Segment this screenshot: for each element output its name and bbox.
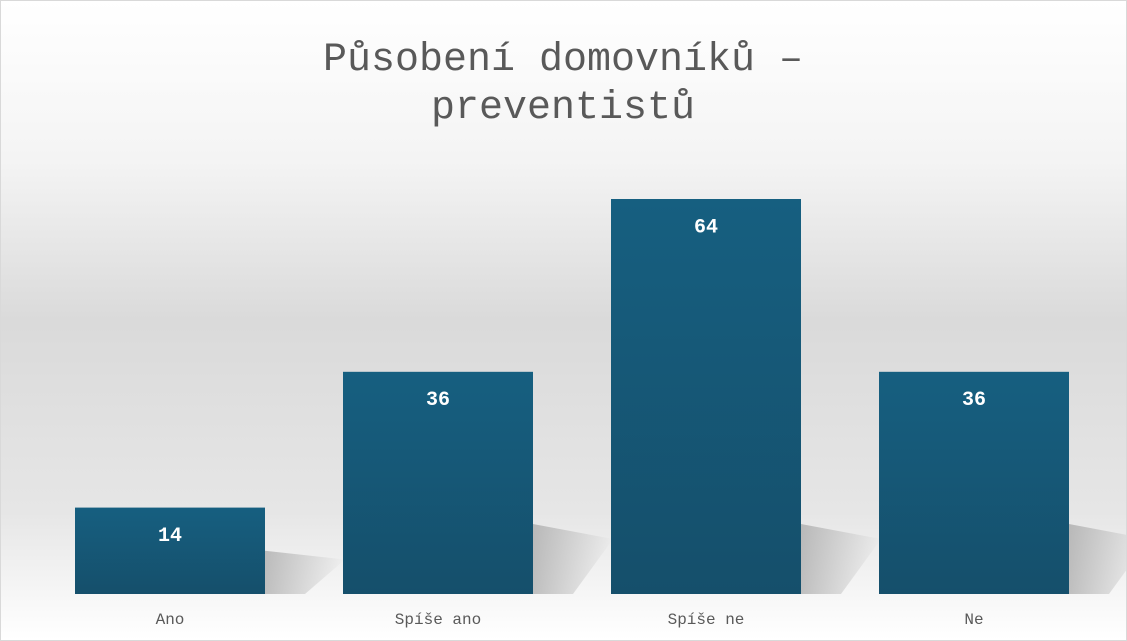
bar-shadow	[533, 524, 613, 594]
data-label: 36	[426, 389, 450, 412]
x-tick-label: Spíše ne	[668, 611, 745, 629]
x-tick-label: Spíše ano	[395, 611, 481, 629]
bar	[75, 507, 265, 594]
bar	[611, 199, 801, 594]
chart-title: Působení domovníků – preventistů	[322, 38, 804, 131]
x-tick-label: Ne	[964, 611, 983, 629]
data-label: 36	[962, 389, 986, 412]
bar-shadow	[265, 550, 345, 594]
bar	[343, 371, 533, 594]
x-tick-label: Ano	[156, 611, 185, 629]
bar-shadow	[801, 524, 881, 594]
bar-shadow	[1069, 524, 1126, 594]
bar	[879, 371, 1069, 594]
data-label: 64	[694, 216, 718, 239]
data-label: 14	[158, 525, 182, 548]
